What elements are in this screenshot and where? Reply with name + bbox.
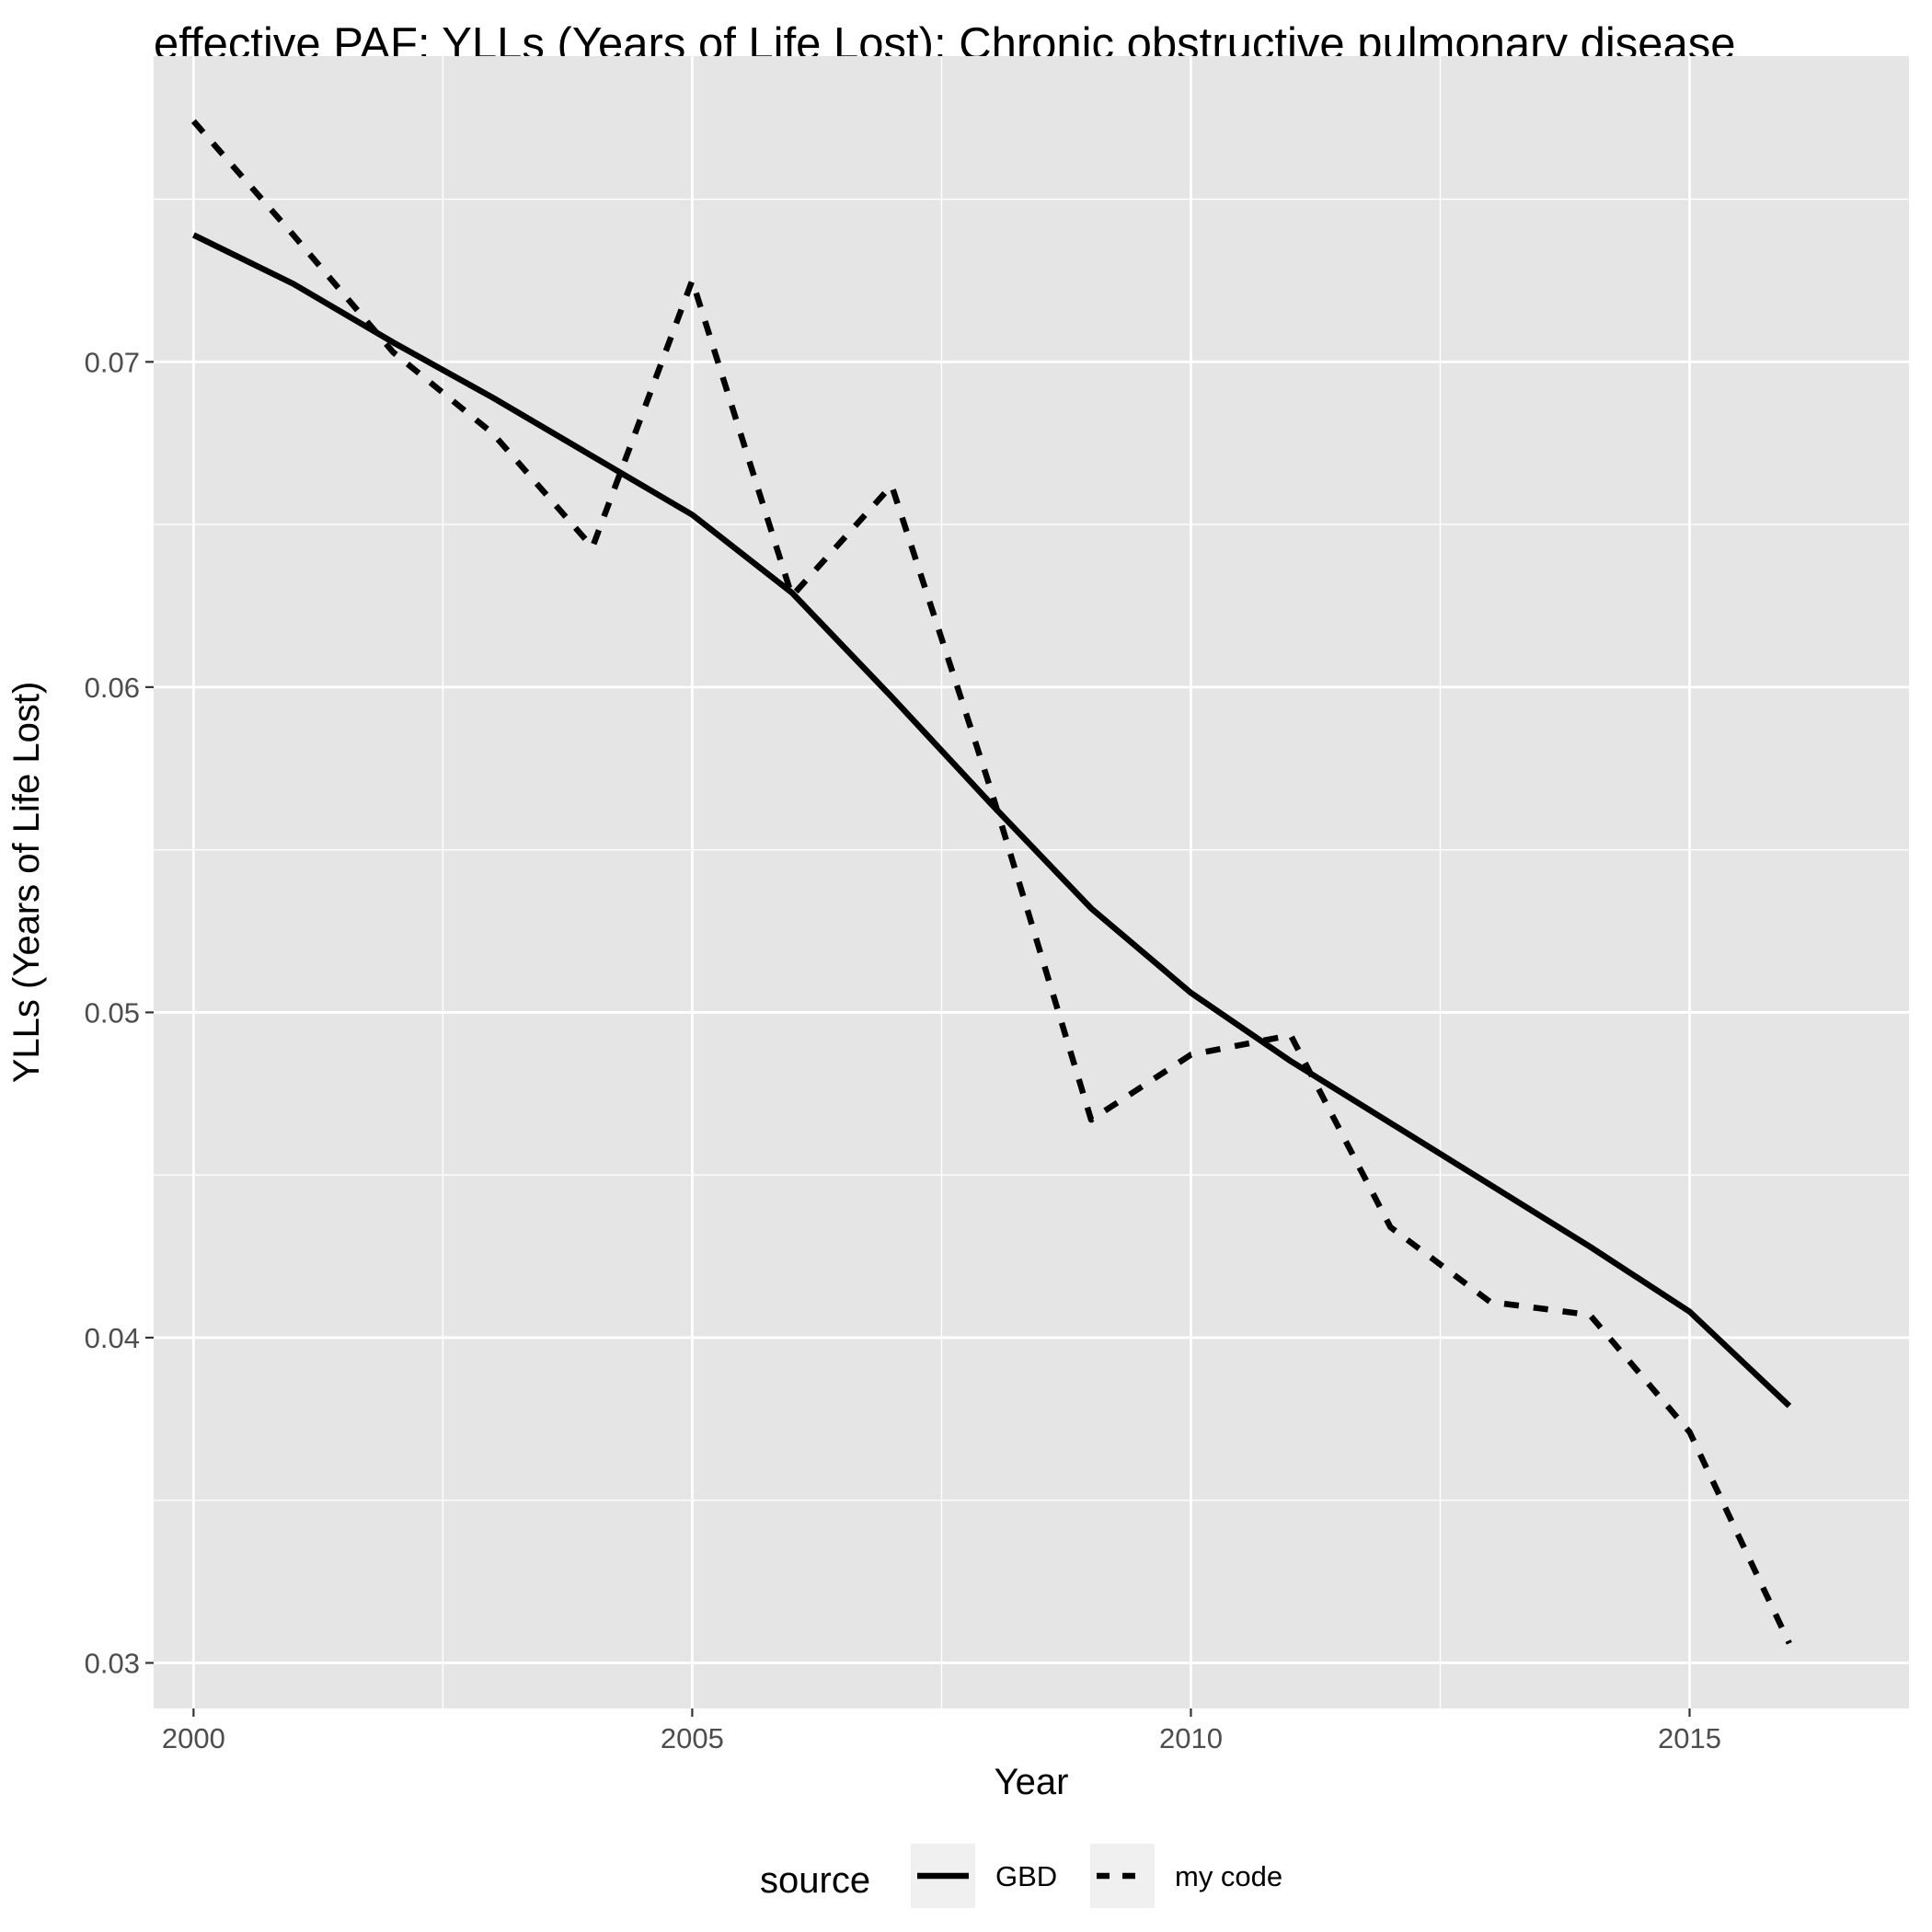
- y-tick-label: 0.04: [85, 1322, 140, 1354]
- x-axis: 2000 2005 2010 2015: [162, 1708, 1721, 1754]
- major-gridlines: [154, 56, 1909, 1708]
- legend-title: source: [760, 1860, 870, 1901]
- y-tick-label: 0.06: [85, 672, 140, 704]
- y-tick-label: 0.07: [85, 346, 140, 378]
- legend-items: GBD my code: [911, 1844, 1282, 1908]
- legend-label-my-code: my code: [1175, 1860, 1282, 1892]
- x-tick-label: 2005: [661, 1722, 724, 1754]
- y-tick-label: 0.03: [85, 1648, 140, 1680]
- y-tick-label: 0.05: [85, 996, 140, 1029]
- y-axis: 0.03 0.04 0.05 0.06 0.07: [85, 346, 154, 1680]
- series-lines: [190, 119, 1792, 1645]
- y-axis-title: YLLs (Years of Life Lost): [6, 682, 47, 1084]
- x-tick-label: 2015: [1658, 1722, 1721, 1754]
- series-line-my-code: [190, 119, 1792, 1645]
- series-line-gbd: [191, 232, 1792, 1409]
- x-axis-title: Year: [995, 1762, 1069, 1802]
- x-tick-label: 2010: [1159, 1722, 1223, 1754]
- legend-label-gbd: GBD: [995, 1860, 1057, 1892]
- legend: source GBD my code: [760, 1844, 1282, 1908]
- x-tick-label: 2000: [162, 1722, 225, 1754]
- plot-panel: [154, 56, 1909, 1708]
